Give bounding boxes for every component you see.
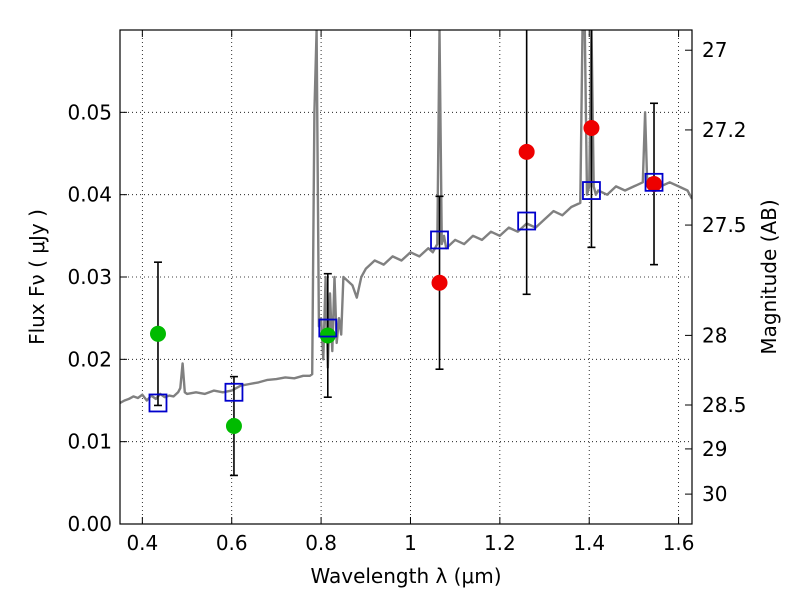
x-tick-label: 1.4 [573, 531, 605, 555]
right-tick-label: 28.5 [702, 393, 747, 417]
red-data-point [646, 175, 663, 192]
model-box [517, 211, 537, 231]
green-data-point [149, 325, 166, 342]
y-tick-label: 0.04 [67, 183, 112, 207]
x-axis-label: Wavelength λ (μm) [310, 564, 501, 588]
model-box [224, 382, 244, 402]
x-tick-label: 0.8 [305, 531, 337, 555]
spectrum-layer [120, 30, 692, 405]
x-tick-label: 1 [404, 531, 417, 555]
model-box [318, 318, 338, 338]
x-tick-label: 1.6 [663, 531, 695, 555]
y-axis-label-left: Flux Fν ( μJy ) [25, 209, 49, 345]
x-tick-label: 1.2 [484, 531, 516, 555]
red-data-point [518, 143, 535, 160]
right-tick-label: 27.2 [702, 118, 747, 142]
box-layer [148, 172, 664, 413]
model-box [644, 172, 664, 192]
red-data-point [583, 119, 600, 136]
y-axis-label-right: Magnitude (AB) [757, 199, 781, 354]
model-box [148, 393, 168, 413]
ticks-layer: 0.4 0.6 0.8 1 1.2 1.4 1.6 0.00 0.01 0.02 0.03 0.04 0… [67, 30, 747, 555]
red-data-point [431, 274, 448, 291]
x-tick-label: 0.4 [126, 531, 158, 555]
right-tick-label: 30 [702, 482, 727, 506]
model-box [582, 181, 601, 200]
right-tick-label: 27.5 [702, 213, 747, 237]
y-tick-label: 0.05 [67, 100, 112, 124]
green-data-point [319, 327, 336, 344]
y-tick-label: 0.01 [67, 430, 112, 454]
green-data-point [225, 418, 242, 435]
x-tick-label: 0.6 [216, 531, 248, 555]
y-tick-label: 0.02 [67, 347, 112, 371]
grid-layer [120, 30, 692, 524]
right-tick-label: 28 [702, 323, 727, 347]
plot-frame [119, 29, 693, 525]
points-layer [149, 119, 663, 435]
right-tick-label: 29 [702, 437, 727, 461]
right-tick-label: 27 [702, 38, 727, 62]
spectrum-line [120, 30, 692, 405]
model-box [430, 230, 449, 250]
y-tick-label: 0.00 [67, 512, 112, 536]
y-tick-label: 0.03 [67, 265, 112, 289]
